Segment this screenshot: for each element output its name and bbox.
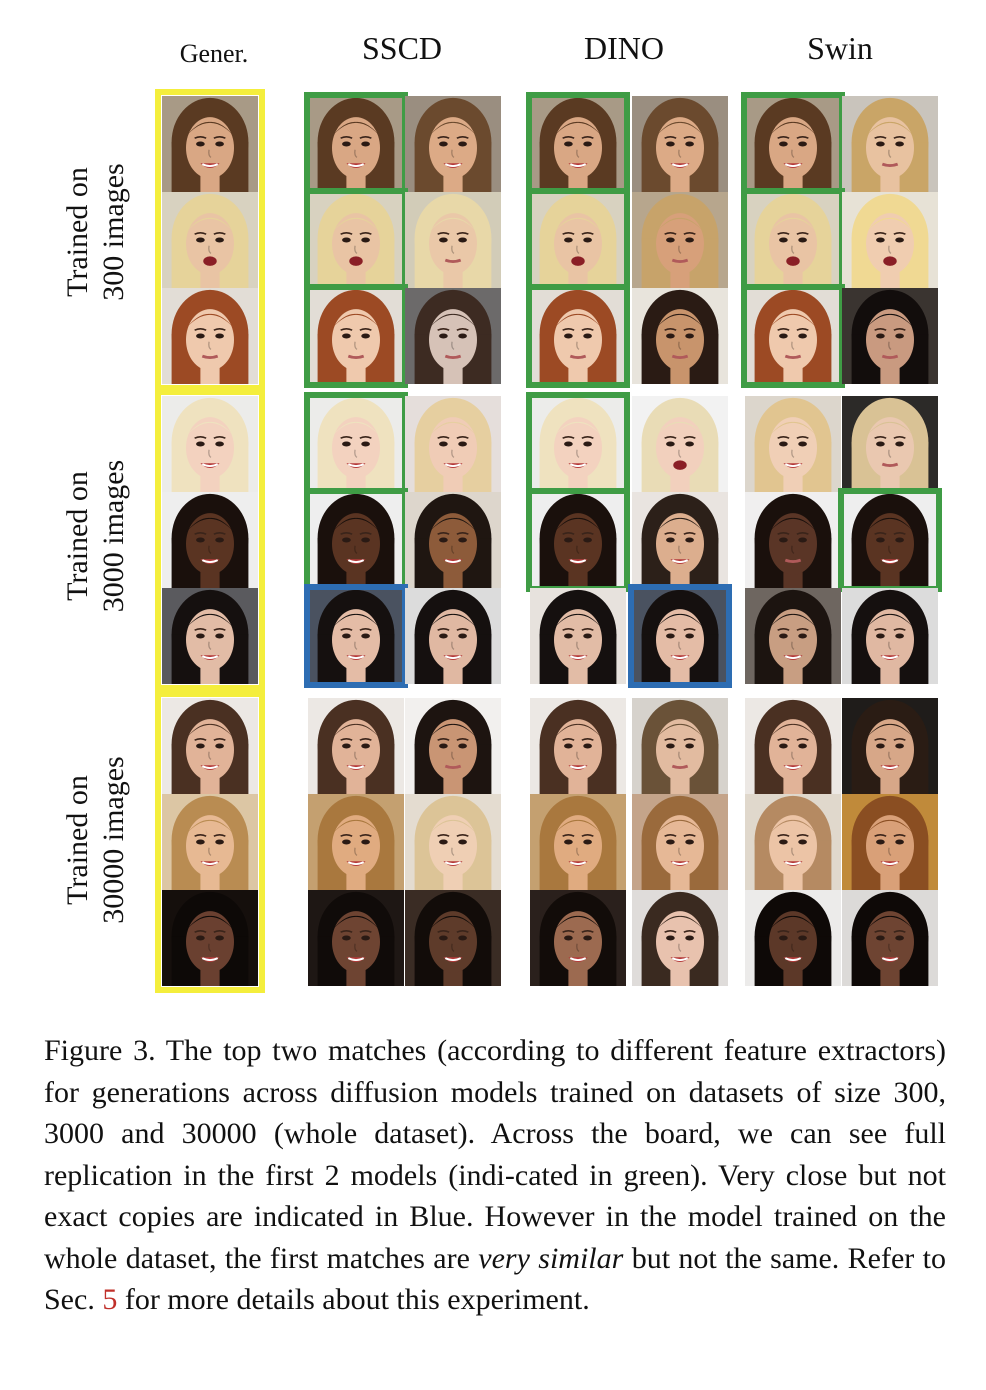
- matched-face-image: [308, 698, 404, 794]
- matched-face-image: [405, 492, 501, 588]
- column-header-gener: Gener.: [179, 39, 249, 68]
- matched-face-image: [405, 588, 501, 684]
- matched-face-image: [632, 288, 728, 384]
- caption-italic: very similar: [478, 1241, 624, 1275]
- matched-face-image: [842, 288, 938, 384]
- matched-face-image: [530, 288, 626, 384]
- column-header-swin: Swin: [807, 30, 873, 66]
- generated-face-image: [162, 890, 258, 986]
- matched-face-image: [405, 396, 501, 492]
- row-label-line1: Trained on: [61, 471, 94, 601]
- matched-face-image: [308, 192, 404, 288]
- row-label-line2: 300 images: [97, 163, 130, 301]
- matched-face-image: [842, 396, 938, 492]
- generated-face-image: [162, 492, 258, 588]
- matched-face-image: [632, 492, 728, 588]
- row-label-30000: Trained on 30000 images: [60, 690, 132, 990]
- column-header-dino: DINO: [584, 30, 664, 66]
- matched-face-image: [842, 96, 938, 192]
- caption-text-3: for more details about this experiment.: [117, 1283, 590, 1316]
- matched-face-image: [842, 890, 938, 986]
- matched-face-image: [842, 794, 938, 890]
- matched-face-image: [745, 794, 841, 890]
- figure-caption: Figure 3. The top two matches (according…: [44, 1030, 946, 1321]
- matched-face-image: [405, 192, 501, 288]
- matched-face-image: [530, 588, 626, 684]
- matched-face-image: [308, 794, 404, 890]
- row-label-line1: Trained on: [61, 775, 94, 905]
- matched-face-image: [745, 396, 841, 492]
- matched-face-image: [308, 396, 404, 492]
- matched-face-image: [632, 96, 728, 192]
- matched-face-image: [745, 698, 841, 794]
- row-label-300: Trained on 300 images: [60, 82, 132, 382]
- matched-face-image: [745, 492, 841, 588]
- column-header-sscd: SSCD: [361, 30, 443, 66]
- matched-face-image: [530, 698, 626, 794]
- matched-face-image: [745, 288, 841, 384]
- generated-face-image: [162, 588, 258, 684]
- matched-face-image: [308, 588, 404, 684]
- matched-face-image: [530, 96, 626, 192]
- matched-face-image: [632, 396, 728, 492]
- matched-face-image: [745, 192, 841, 288]
- matched-face-image: [530, 890, 626, 986]
- caption-text-1: Figure 3. The top two matches (according…: [44, 1034, 946, 1275]
- row-label-line2: 3000 images: [97, 459, 130, 613]
- matched-face-image: [745, 96, 841, 192]
- row-label-line1: Trained on: [61, 167, 94, 297]
- matched-face-image: [308, 890, 404, 986]
- matched-face-image: [530, 492, 626, 588]
- matched-face-image: [308, 288, 404, 384]
- matched-face-image: [530, 192, 626, 288]
- generated-face-image: [162, 698, 258, 794]
- matched-face-image: [405, 96, 501, 192]
- matched-face-image: [405, 288, 501, 384]
- matched-face-image: [308, 96, 404, 192]
- generated-face-image: [162, 396, 258, 492]
- matched-face-image: [632, 794, 728, 890]
- matched-face-image: [632, 698, 728, 794]
- generated-face-image: [162, 192, 258, 288]
- section-reference-link[interactable]: 5: [102, 1283, 118, 1316]
- matched-face-image: [405, 890, 501, 986]
- generated-face-image: [162, 96, 258, 192]
- matched-face-image: [632, 588, 728, 684]
- matched-face-image: [405, 698, 501, 794]
- matched-face-image: [530, 794, 626, 890]
- matched-face-image: [632, 192, 728, 288]
- caption-text-2: but not the same. Refer to Sec.: [44, 1241, 947, 1317]
- matched-face-image: [308, 492, 404, 588]
- matched-face-image: [632, 890, 728, 986]
- matched-face-image: [405, 794, 501, 890]
- generated-face-image: [162, 288, 258, 384]
- row-label-line2: 30000 images: [97, 756, 130, 924]
- generated-face-image: [162, 794, 258, 890]
- matched-face-image: [745, 588, 841, 684]
- matched-face-image: [842, 698, 938, 794]
- matched-face-image: [842, 492, 938, 588]
- row-label-3000: Trained on 3000 images: [60, 386, 132, 686]
- matched-face-image: [745, 890, 841, 986]
- matched-face-image: [530, 396, 626, 492]
- matched-face-image: [842, 192, 938, 288]
- matched-face-image: [842, 588, 938, 684]
